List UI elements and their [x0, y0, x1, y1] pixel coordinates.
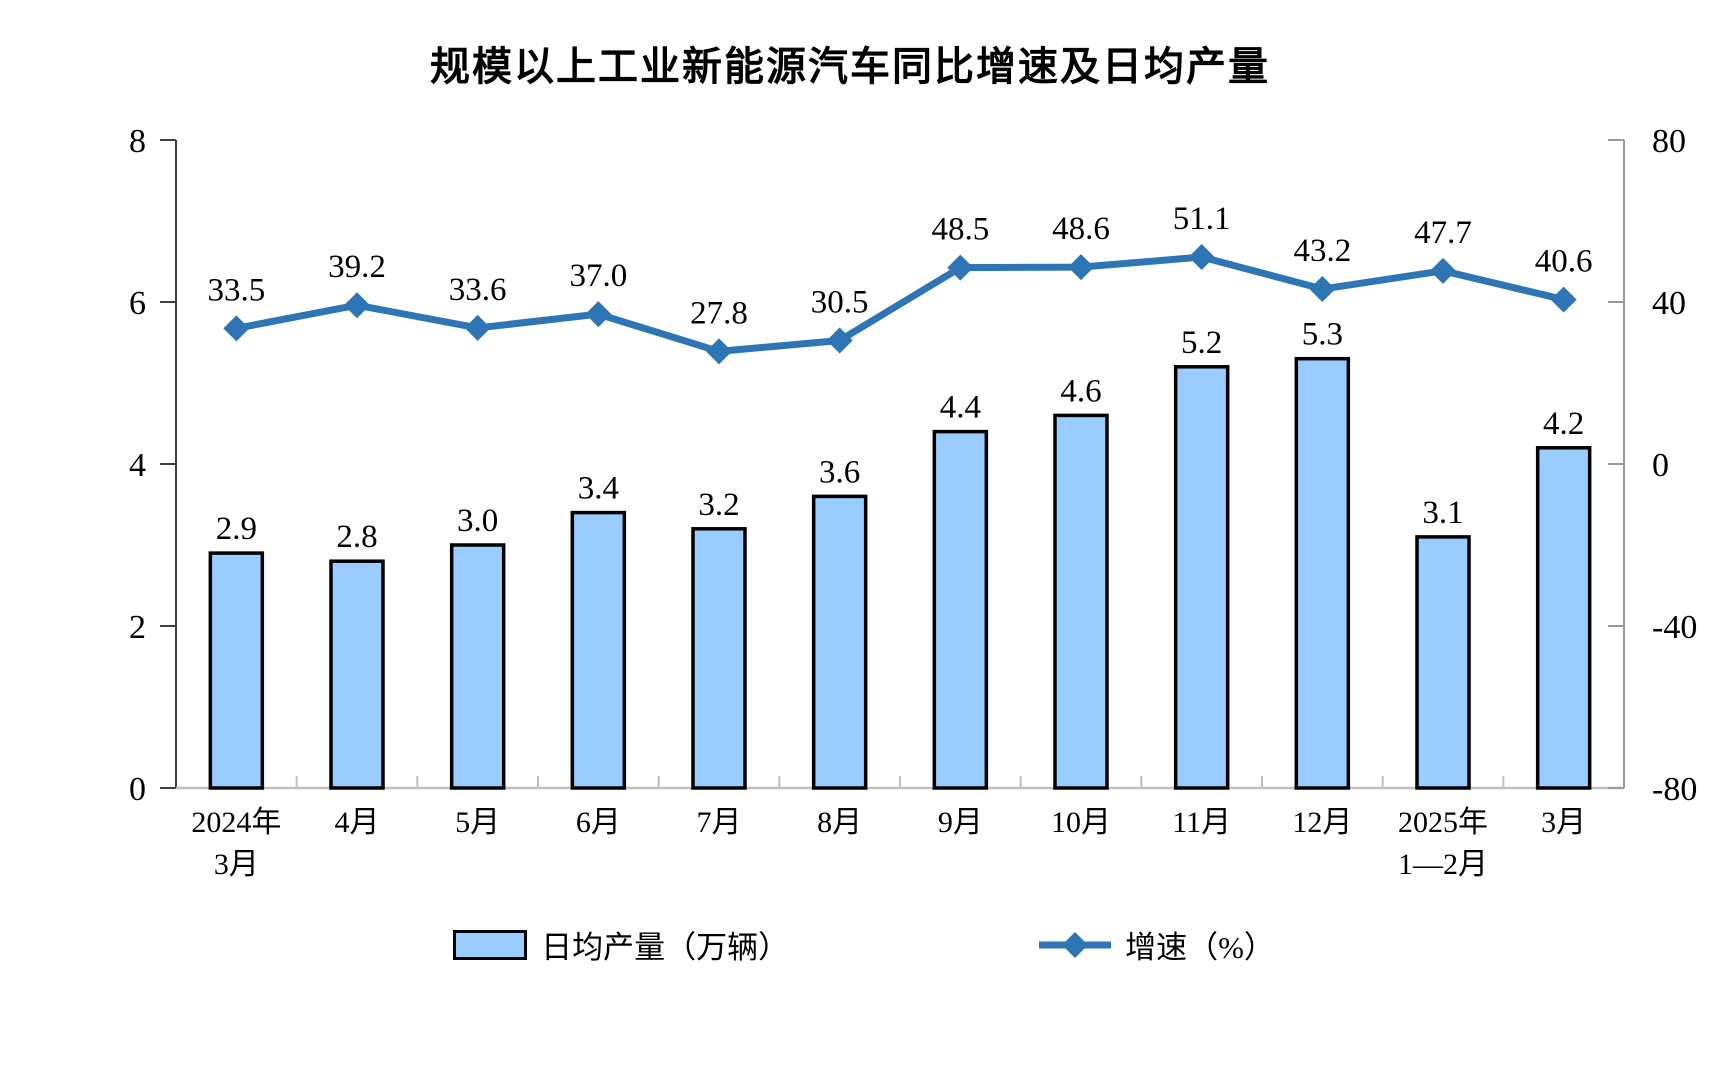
x-axis-label: 10月 [1051, 806, 1111, 839]
bar-value-label: 3.2 [698, 487, 739, 523]
y-axis-right-label: 80 [1652, 123, 1686, 160]
growth-value-label: 48.5 [931, 212, 989, 248]
growth-line [232, 253, 1568, 355]
bar-value-label: 4.6 [1060, 373, 1101, 409]
growth-marker [1430, 257, 1456, 284]
x-axis-label: 9月 [938, 806, 983, 839]
growth-marker [1309, 276, 1336, 303]
x-axis-label: 4月 [335, 806, 380, 839]
growth-value-label: 27.8 [690, 295, 748, 331]
line-series-swatch [1039, 931, 1112, 958]
y-axis-left-label: 4 [129, 447, 146, 484]
x-axis-label: 8月 [817, 806, 862, 839]
production-bar [1294, 356, 1351, 790]
bar-value-label: 4.2 [1543, 406, 1584, 442]
production-bar [570, 510, 627, 790]
growth-value-label: 48.6 [1052, 211, 1110, 247]
legend-label-production: 日均产量（万辆） [541, 930, 790, 965]
growth-value-label: 33.5 [207, 272, 265, 308]
production-bar [1053, 413, 1109, 790]
bar-value-label: 2.8 [336, 519, 377, 555]
bar-value-label: 3.4 [578, 471, 619, 507]
legend-item-growth: 增速（%） [1039, 922, 1275, 967]
legend-item-production: 日均产量（万辆） [453, 922, 789, 967]
x-axis-label: 3月 [1541, 806, 1586, 839]
growth-value-label: 39.2 [328, 249, 386, 285]
production-bar [691, 527, 747, 790]
x-axis-label: 7月 [697, 806, 742, 839]
bar-value-label: 2.9 [216, 511, 257, 547]
growth-marker [1550, 286, 1577, 313]
production-bar [1173, 365, 1230, 790]
y-axis-right-label: 40 [1652, 285, 1686, 322]
y-axis-right-label: -40 [1652, 609, 1697, 646]
combo-bar-line-chart: 0 2 4 6 8 -80 -40 0 40 80 2.9 2.8 3.0 3.4 3.2 3.6 4.4 4.6… [129, 123, 1697, 881]
y-axis-left-label: 0 [129, 771, 146, 808]
growth-marker [706, 338, 732, 365]
bar-value-label: 3.0 [457, 503, 498, 539]
growth-value-label: 40.6 [1535, 244, 1593, 280]
production-bar [449, 543, 506, 790]
production-bar [811, 494, 868, 790]
chart-legend: 日均产量（万辆） 增速（%） [0, 922, 1728, 967]
x-axis-label: 5月 [455, 806, 500, 839]
bar-series-swatch [453, 929, 528, 960]
growth-value-label: 43.2 [1293, 233, 1351, 269]
growth-value-label: 47.7 [1414, 215, 1472, 251]
growth-marker [1068, 254, 1094, 281]
x-axis-label: 6月 [576, 806, 621, 839]
growth-value-label: 51.1 [1173, 201, 1231, 237]
y-axis-left-label: 2 [129, 609, 146, 646]
bar-value-label: 5.3 [1302, 317, 1343, 353]
growth-marker [826, 327, 853, 354]
x-axis-label: 12月 [1292, 806, 1352, 839]
growth-marker [344, 292, 370, 319]
chart-title: 规模以上工业新能源汽车同比增速及日均产量 [430, 45, 1270, 89]
x-axis-label: 2025年 [1398, 806, 1488, 839]
x-axis-label: 2024年 [191, 806, 281, 839]
x-axis-label: 11月 [1172, 806, 1231, 839]
y-axis-right-label: -80 [1652, 771, 1697, 808]
y-axis-left-label: 6 [129, 285, 146, 322]
legend-label-growth: 增速（%） [1125, 930, 1275, 965]
y-axis-left-label: 8 [129, 123, 146, 160]
x-axis-sublabel: 3月 [214, 848, 259, 881]
production-bar [1535, 446, 1592, 790]
bar-value-label: 3.6 [819, 454, 860, 490]
x-axis-sublabel: 1—2月 [1398, 848, 1488, 881]
production-bar [1415, 535, 1471, 790]
growth-marker [585, 301, 612, 328]
growth-marker [223, 315, 250, 342]
bar-value-label: 3.1 [1422, 495, 1463, 531]
growth-value-label: 33.6 [449, 272, 507, 308]
bar-value-label: 5.2 [1181, 325, 1222, 361]
production-bar [208, 551, 265, 790]
bar-value-label: 4.4 [940, 390, 981, 426]
growth-marker [947, 254, 974, 281]
y-axis-right-label: 0 [1652, 447, 1669, 484]
production-bar [329, 559, 385, 790]
growth-marker [464, 314, 491, 341]
growth-value-label: 37.0 [569, 258, 627, 294]
growth-marker [1188, 244, 1215, 271]
production-bar [932, 429, 989, 790]
growth-value-label: 30.5 [811, 284, 869, 320]
